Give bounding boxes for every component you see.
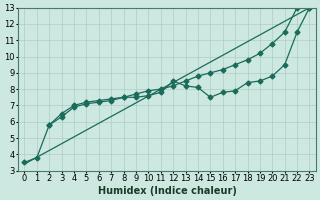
X-axis label: Humidex (Indice chaleur): Humidex (Indice chaleur) xyxy=(98,186,236,196)
